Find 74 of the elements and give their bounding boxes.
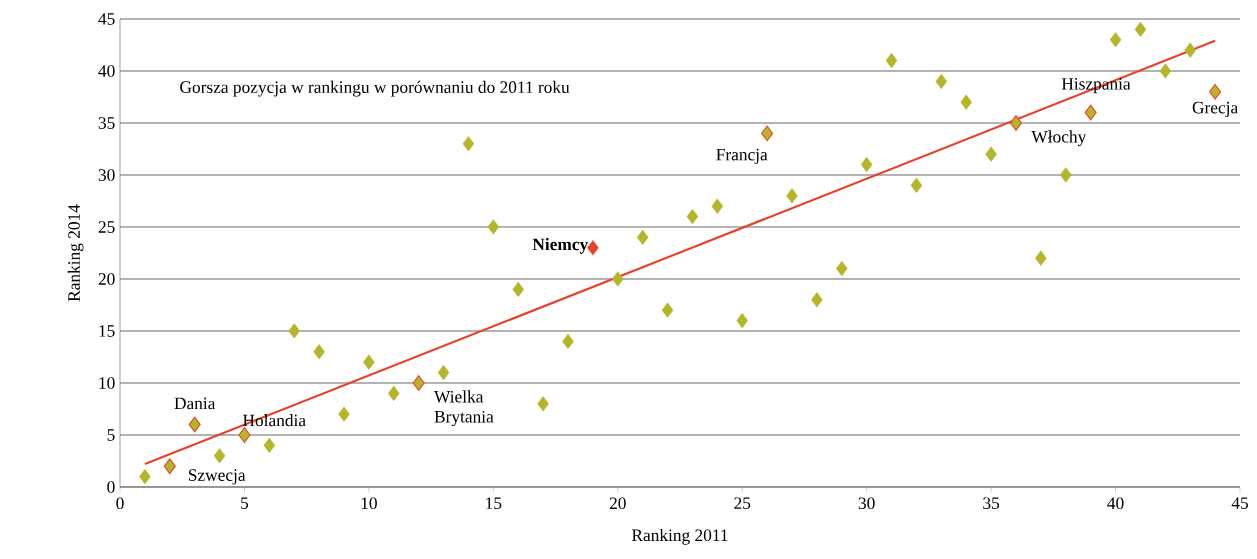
y-tick-label: 15 xyxy=(99,325,115,337)
y-tick-label: 5 xyxy=(107,429,115,441)
x-tick-label: 0 xyxy=(116,497,124,510)
point xyxy=(462,136,475,152)
x-tick-label: 40 xyxy=(1107,497,1124,510)
point xyxy=(562,333,574,349)
point xyxy=(412,375,425,391)
point xyxy=(1109,32,1122,48)
point xyxy=(1009,115,1023,131)
point xyxy=(263,437,276,453)
annotation: Grecja xyxy=(1192,101,1238,117)
point xyxy=(288,323,300,339)
x-tick-label: 15 xyxy=(486,497,502,509)
point xyxy=(213,448,226,464)
point xyxy=(860,156,873,173)
point xyxy=(139,468,151,485)
x-tick-label: 45 xyxy=(1231,497,1248,509)
point xyxy=(1035,250,1047,266)
annotation: Francja xyxy=(716,148,768,164)
annotation: Gorsza pozycja w rankingu w porównaniu do 2011 roku xyxy=(180,80,570,97)
point xyxy=(960,94,972,110)
point xyxy=(338,406,350,422)
x-tick-label: 25 xyxy=(734,497,751,510)
point xyxy=(636,229,649,245)
point xyxy=(512,281,524,297)
y-tick-label: 40 xyxy=(98,65,115,77)
point xyxy=(836,260,848,277)
point xyxy=(313,344,325,360)
x-axis-title: Ranking 2011 xyxy=(631,528,728,545)
y-tick-label: 20 xyxy=(98,273,115,285)
annotation: Dania xyxy=(174,397,216,410)
y-tick-label: 10 xyxy=(99,377,115,389)
point xyxy=(736,312,748,329)
point xyxy=(711,198,724,214)
point xyxy=(1209,83,1222,100)
point xyxy=(163,458,176,475)
point xyxy=(487,219,500,235)
x-tick-label: 10 xyxy=(361,497,377,510)
point xyxy=(686,208,699,225)
x-tick-label: 20 xyxy=(609,497,626,510)
y-axis-title: Ranking 2014 xyxy=(67,204,84,302)
point xyxy=(811,292,823,308)
point xyxy=(437,364,450,381)
point xyxy=(985,146,997,162)
annotation: Niemcy xyxy=(532,237,589,254)
y-tick-label: 45 xyxy=(98,13,115,25)
point xyxy=(1159,63,1172,79)
point xyxy=(935,73,948,89)
y-tick-label: 30 xyxy=(98,169,115,181)
point xyxy=(1184,42,1196,58)
point xyxy=(388,385,400,401)
point xyxy=(537,396,549,412)
point xyxy=(761,125,774,142)
point xyxy=(363,354,375,370)
point xyxy=(885,52,898,69)
point xyxy=(910,177,923,193)
annotation: Włochy xyxy=(1031,130,1087,147)
point xyxy=(612,271,624,287)
point xyxy=(238,427,251,443)
y-tick-label: 35 xyxy=(98,117,115,129)
x-tick-label: 5 xyxy=(241,497,249,509)
point xyxy=(587,240,599,256)
annotation: Wielka Brytania xyxy=(434,390,494,427)
y-tick-label: 0 xyxy=(107,481,115,493)
annotation: Szwecja xyxy=(188,469,246,485)
x-tick-label: 30 xyxy=(858,497,875,510)
point xyxy=(1060,167,1072,183)
point xyxy=(188,416,201,433)
point xyxy=(1134,21,1147,37)
point xyxy=(786,188,798,204)
y-tick-label: 25 xyxy=(98,221,115,233)
x-tick-label: 35 xyxy=(983,497,1000,510)
point xyxy=(661,302,674,318)
point xyxy=(1084,104,1097,121)
